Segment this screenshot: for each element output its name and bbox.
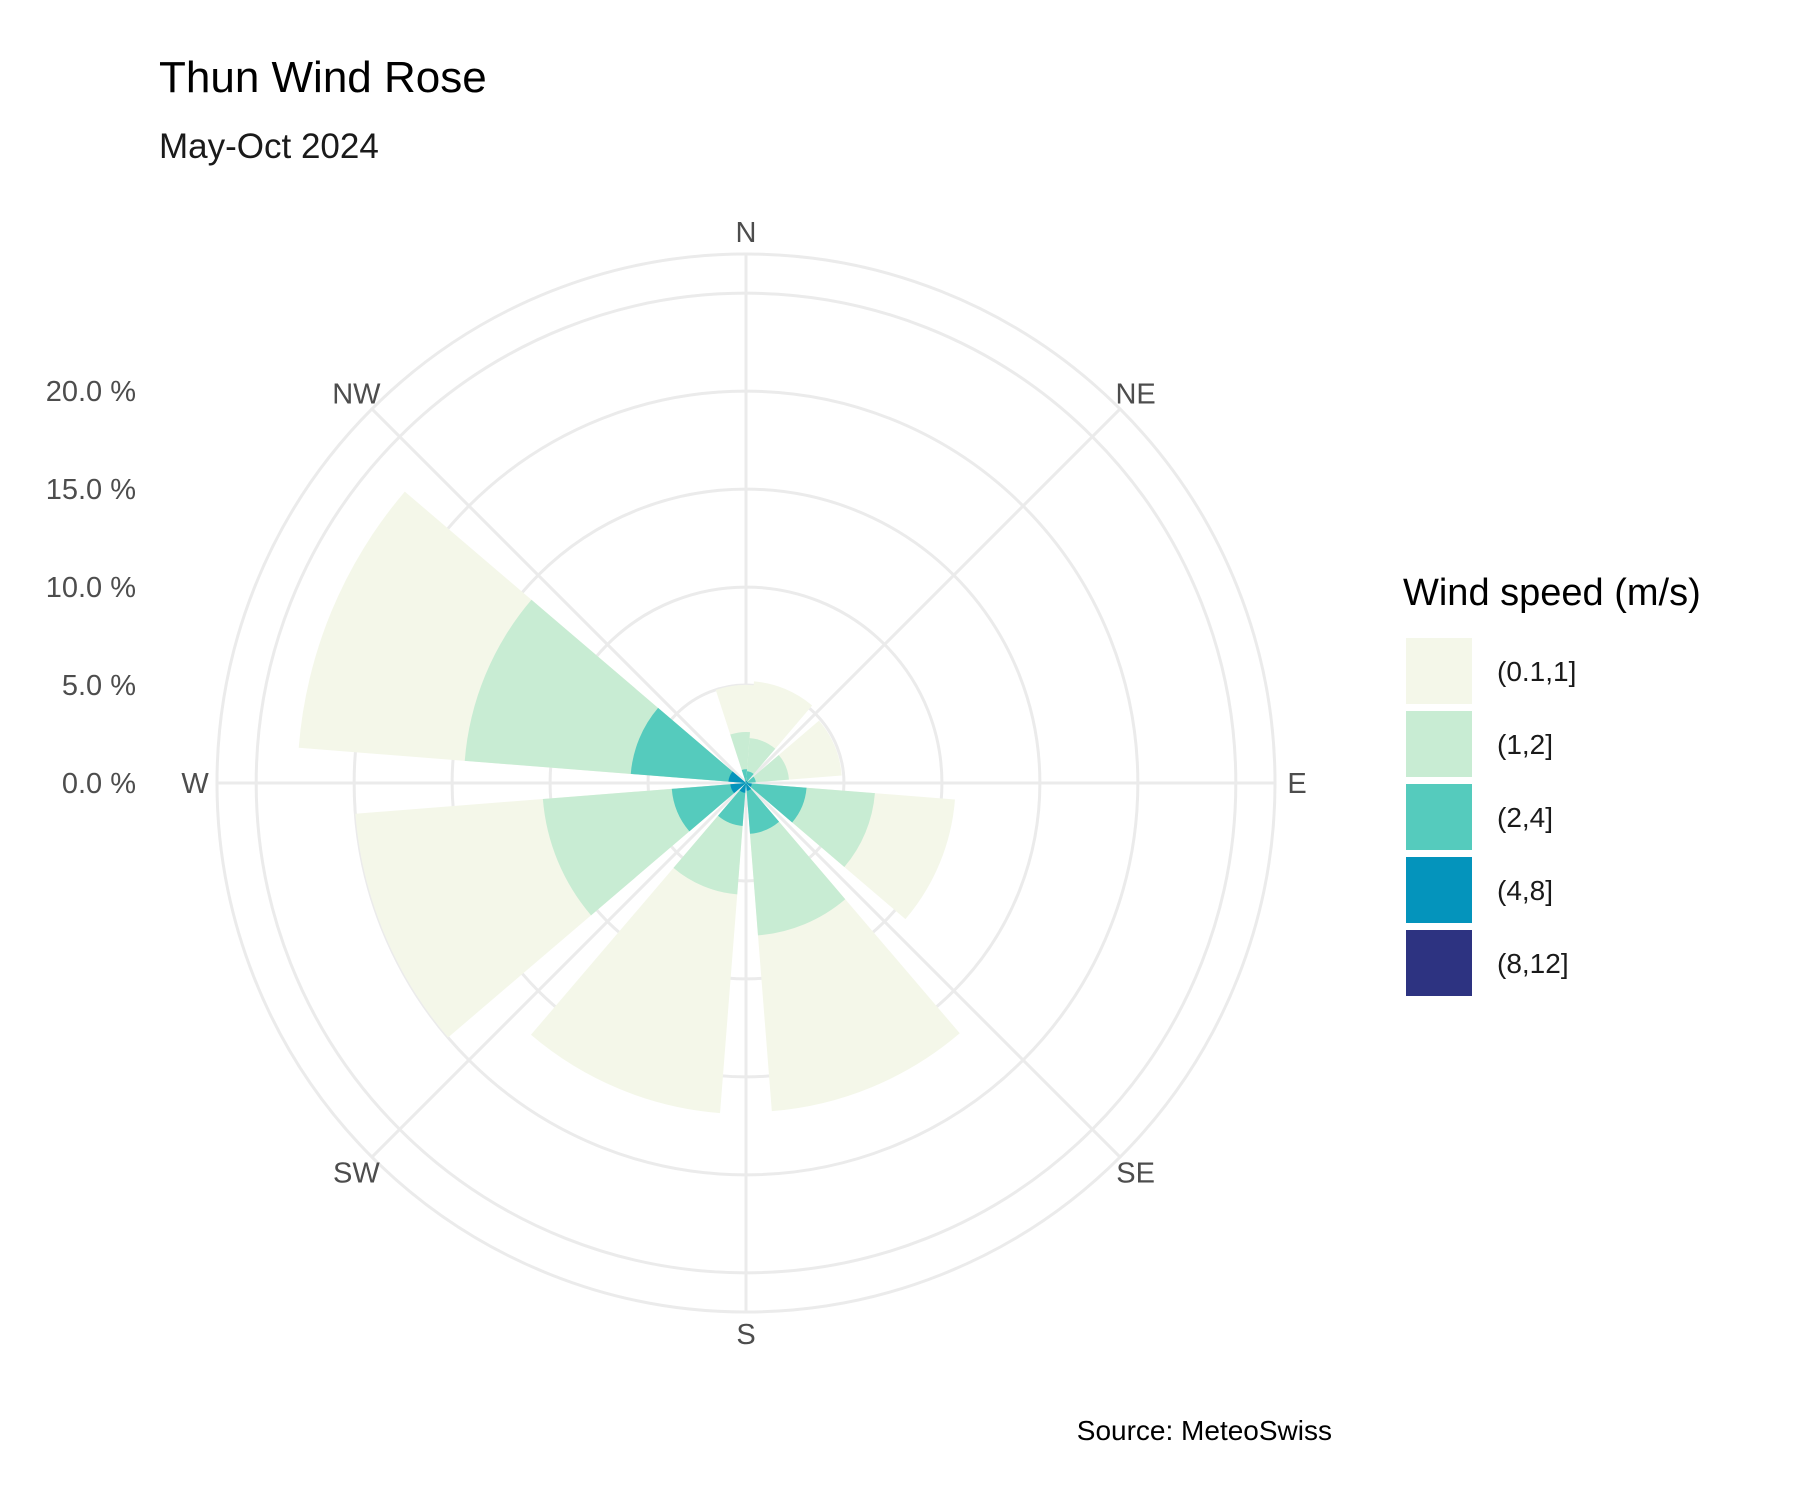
sector-ese-speed-bin-3 bbox=[746, 783, 752, 787]
wind-sectors bbox=[298, 491, 960, 1114]
sector-nne-speed-bin-3 bbox=[746, 781, 748, 783]
legend-label: (0.1,1] bbox=[1497, 656, 1576, 687]
direction-label-ne: NE bbox=[1115, 378, 1155, 410]
legend-label: (8,12] bbox=[1497, 948, 1569, 979]
sector-wnw-speed-bin-3 bbox=[728, 771, 746, 783]
sector-nne-speed-bin-1 bbox=[746, 738, 776, 783]
sector-ene-speed-bin-2 bbox=[746, 776, 756, 783]
radial-tick-label: 10.0 % bbox=[46, 572, 136, 604]
grid-spoke bbox=[370, 781, 748, 1159]
grid-spoke bbox=[370, 407, 748, 785]
sector-wnw-speed-bin-2 bbox=[630, 707, 746, 783]
sector-ese-speed-bin-2 bbox=[746, 783, 807, 823]
legend-swatch bbox=[1406, 711, 1472, 777]
direction-label-n: N bbox=[736, 217, 757, 249]
sector-nne-speed-bin-2 bbox=[746, 771, 754, 783]
legend: Wind speed (m/s) (0.1,1](1,2](2,4](4,8](… bbox=[1403, 572, 1701, 996]
direction-label-e: E bbox=[1287, 768, 1306, 800]
direction-label-s: S bbox=[736, 1319, 755, 1351]
sector-ssw-speed-bin-3 bbox=[739, 783, 746, 793]
chart-caption: Source: MeteoSwiss bbox=[1077, 1415, 1332, 1446]
legend-swatch bbox=[1406, 784, 1472, 850]
sector-sse-speed-bin-2 bbox=[746, 783, 780, 834]
grid-spoke bbox=[744, 781, 1122, 1159]
grid-spoke bbox=[744, 407, 1122, 785]
sector-ssw-speed-bin-2 bbox=[718, 783, 746, 826]
direction-labels: N NE E SE S SW W NW bbox=[181, 217, 1306, 1351]
radial-tick-label: 0.0 % bbox=[62, 768, 136, 800]
legend-swatch bbox=[1406, 857, 1472, 923]
radial-tick-label: 5.0 % bbox=[62, 670, 136, 702]
sector-ene-speed-bin-1 bbox=[746, 755, 789, 783]
direction-label-nw: NW bbox=[332, 378, 381, 410]
chart-title: Thun Wind Rose bbox=[159, 53, 487, 102]
sector-wsw-speed-bin-2 bbox=[671, 783, 746, 832]
direction-label-sw: SW bbox=[333, 1158, 380, 1190]
sector-wsw-speed-bin-3 bbox=[730, 783, 746, 794]
legend-label: (4,8] bbox=[1497, 875, 1553, 906]
sector-sse-speed-bin-3 bbox=[746, 783, 752, 791]
legend-title: Wind speed (m/s) bbox=[1403, 572, 1701, 614]
radial-tick-label: 20.0 % bbox=[46, 376, 136, 408]
legend-swatch bbox=[1406, 638, 1472, 704]
sector-ene-speed-bin-3 bbox=[746, 781, 748, 783]
radial-tick-label: 15.0 % bbox=[46, 474, 136, 506]
direction-label-se: SE bbox=[1116, 1158, 1155, 1190]
legend-label: (2,4] bbox=[1497, 802, 1553, 833]
legend-swatch bbox=[1406, 930, 1472, 996]
legend-label: (1,2] bbox=[1497, 729, 1553, 760]
direction-label-w: W bbox=[181, 768, 209, 800]
chart-subtitle: May-Oct 2024 bbox=[159, 127, 379, 166]
radial-tick-labels: 0.0 % 5.0 % 10.0 % 15.0 % 20.0 % bbox=[46, 376, 136, 800]
polar-grid bbox=[215, 252, 1277, 1314]
legend-items: (0.1,1] (1,2] (2,4] (4,8] (8,12] bbox=[1406, 638, 1576, 996]
